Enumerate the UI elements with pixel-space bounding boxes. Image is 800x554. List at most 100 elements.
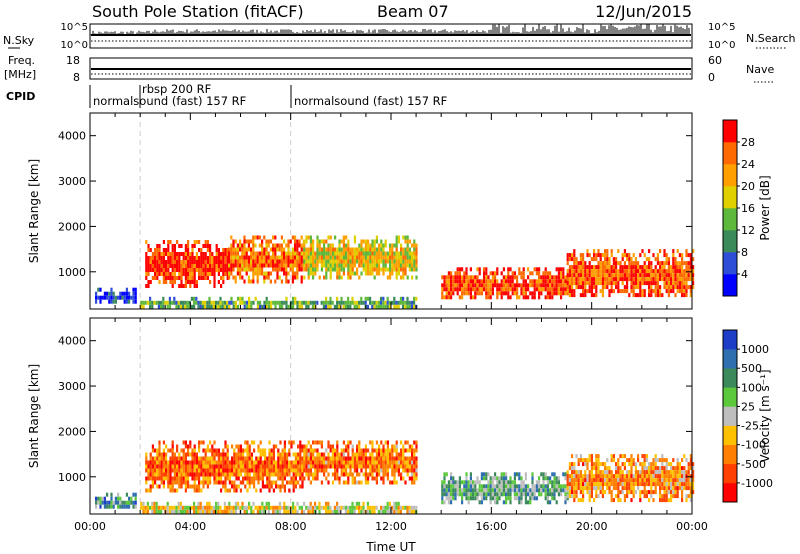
heatmap-cell [278, 505, 281, 510]
heatmap-cell [518, 283, 521, 288]
heatmap-cell [665, 261, 668, 266]
heatmap-cell [560, 291, 563, 296]
heatmap-cell [371, 448, 374, 453]
heatmap-cell [599, 261, 602, 266]
heatmap-cell [577, 478, 580, 483]
heatmap-cell [336, 251, 339, 256]
heatmap-cell [268, 448, 271, 453]
heatmap-cell [498, 283, 501, 288]
heatmap-cell [167, 256, 170, 260]
heatmap-cell [292, 300, 295, 305]
heatmap-cell [283, 484, 286, 489]
heatmap-cell [312, 251, 315, 256]
heatmap-cell [610, 269, 613, 274]
heatmap-cell [386, 251, 389, 256]
heatmap-cell [307, 259, 310, 264]
heatmap-cell [637, 269, 640, 274]
heatmap-cell [518, 472, 521, 477]
heatmap-cell [678, 273, 681, 278]
heatmap-cell [206, 480, 209, 485]
heatmap-cell [406, 505, 409, 510]
heatmap-cell [579, 273, 582, 278]
heatmap-cell [461, 496, 464, 501]
heatmap-cell [386, 255, 389, 260]
heatmap-cell [156, 452, 159, 457]
heatmap-cell [99, 504, 102, 509]
heatmap-cell [674, 277, 677, 282]
heatmap-cell [386, 259, 389, 264]
heatmap-cell [213, 468, 216, 473]
heatmap-cell [123, 504, 126, 509]
heatmap-cell [408, 255, 411, 260]
heatmap-cell [257, 480, 260, 485]
heatmap-cell [255, 464, 258, 469]
heatmap-cell [373, 304, 376, 309]
heatmap-cell [224, 264, 227, 268]
heatmap-cell [369, 255, 372, 260]
heatmap-cell [628, 253, 631, 258]
heatmap-cell [575, 257, 578, 262]
heatmap-cell [213, 440, 216, 445]
heatmap-cell [259, 468, 262, 473]
nave-label: Nave [746, 63, 774, 76]
heatmap-cell [469, 275, 472, 280]
heatmap-cell [130, 496, 133, 501]
heatmap-cell [316, 460, 319, 465]
heatmap-cell [382, 243, 385, 248]
heatmap-cell [371, 452, 374, 457]
heatmap-cell [641, 454, 644, 459]
heatmap-cell [253, 484, 256, 489]
heatmap-cell [597, 486, 600, 491]
heatmap-cell [195, 456, 198, 461]
heatmap-cell [597, 249, 600, 254]
heatmap-cell [689, 269, 692, 274]
heatmap-cell [145, 260, 148, 264]
heatmap-cell [187, 484, 190, 489]
heatmap-cell [296, 259, 299, 264]
heatmap-cell [619, 466, 622, 471]
heatmap-cell [659, 466, 662, 471]
heatmap-cell [498, 488, 501, 493]
heatmap-cell [299, 468, 302, 473]
heatmap-cell [331, 456, 334, 461]
heatmap-cell [180, 272, 183, 276]
heatmap-cell [279, 452, 282, 457]
heatmap-cell [338, 263, 341, 268]
heatmap-cell [489, 287, 492, 292]
heatmap-cell [520, 484, 523, 489]
nave-tick-bottom: 0 [708, 71, 715, 84]
heatmap-cell [246, 488, 249, 493]
heatmap-cell [314, 255, 317, 260]
heatmap-cell [234, 505, 237, 510]
heatmap-cell [171, 284, 174, 288]
heatmap-cell [397, 255, 400, 260]
heatmap-cell [678, 265, 681, 270]
heatmap-cell [588, 458, 591, 463]
heatmap-cell [360, 259, 363, 264]
heatmap-cell [209, 480, 212, 485]
heatmap-cell [232, 255, 235, 260]
heatmap-cell [410, 505, 413, 510]
heatmap-cell [230, 267, 233, 272]
heatmap-cell [168, 505, 171, 510]
heatmap-cell [678, 289, 681, 294]
heatmap-cell [334, 476, 337, 481]
heatmap-cell [106, 504, 109, 509]
heatmap-cell [149, 260, 152, 264]
heatmap-cell [382, 255, 385, 260]
heatmap-cell [518, 267, 521, 272]
heatmap-cell [255, 476, 258, 481]
heatmap-cell [476, 488, 479, 493]
heatmap-cell [604, 474, 607, 479]
heatmap-cell [553, 275, 556, 280]
heatmap-cell [529, 291, 532, 296]
heatmap-cell [447, 492, 450, 497]
heatmap-cell [674, 265, 677, 270]
colorbar-tick-label: -100 [741, 439, 766, 452]
heatmap-cell [413, 505, 416, 510]
heatmap-cell [325, 296, 328, 301]
heatmap-cell [386, 509, 389, 514]
heatmap-cell [281, 505, 284, 510]
heatmap-cell [151, 472, 154, 477]
heatmap-cell [280, 251, 283, 256]
